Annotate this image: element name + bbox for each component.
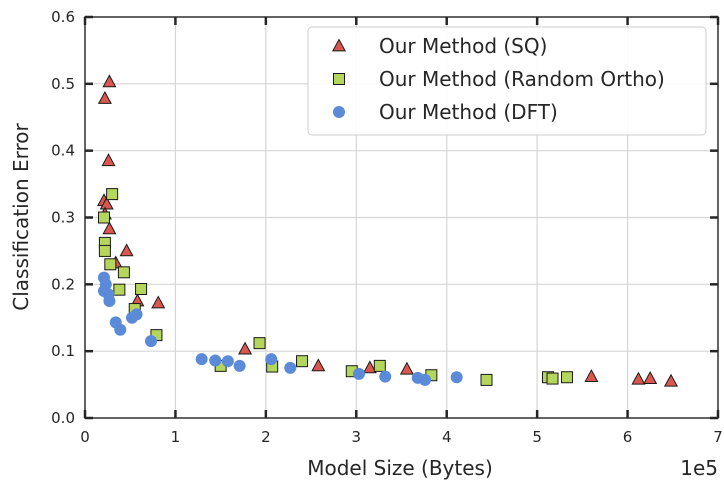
x-tick-label: 1 <box>171 428 181 446</box>
x-tick-label: 4 <box>442 428 452 446</box>
data-point <box>379 370 392 383</box>
data-point <box>145 335 158 348</box>
data-point <box>631 371 646 385</box>
series-circle <box>97 271 463 386</box>
data-point <box>102 74 117 88</box>
y-tick-label: 0.2 <box>51 275 75 293</box>
data-point <box>98 244 111 257</box>
y-tick-label: 0.0 <box>51 409 75 427</box>
data-point <box>399 361 414 375</box>
data-point <box>296 355 309 368</box>
data-point <box>151 295 166 309</box>
axis-ticks: 0 1 2 3 4 5 6 7 0.0 0.1 0.2 0.3 0.4 0.5 0.6 <box>51 8 723 446</box>
x-tick-label: 2 <box>261 428 271 446</box>
data-point <box>450 371 463 384</box>
data-point <box>119 243 134 257</box>
y-tick-label: 0.5 <box>51 75 75 93</box>
data-point <box>99 196 114 210</box>
data-point <box>97 90 112 104</box>
y-axis-label: Classification Error <box>9 123 33 311</box>
legend: Our Method (SQ) Our Method (Random Ortho)… <box>307 26 707 136</box>
legend-marker <box>331 38 347 52</box>
data-point <box>97 211 110 224</box>
legend-entry: Our Method (DFT) <box>379 100 558 124</box>
y-tick-label: 0.4 <box>51 142 75 160</box>
data-points <box>96 74 678 387</box>
data-point <box>373 359 386 372</box>
data-point <box>130 308 143 321</box>
x-axis-offset-label: 1e5 <box>680 456 718 480</box>
x-tick-label: 5 <box>532 428 542 446</box>
x-tick-label: 0 <box>80 428 90 446</box>
data-point <box>102 221 117 235</box>
x-tick-label: 6 <box>623 428 633 446</box>
data-point <box>362 360 377 374</box>
x-tick-label: 7 <box>713 428 723 446</box>
data-point <box>284 361 297 374</box>
x-axis-label: Model Size (Bytes) <box>307 456 493 480</box>
data-point <box>584 369 599 382</box>
y-tick-label: 0.1 <box>51 342 75 360</box>
data-point <box>104 258 117 271</box>
data-point <box>135 283 148 296</box>
data-point <box>233 359 246 372</box>
data-point <box>101 153 116 167</box>
data-point <box>238 341 253 355</box>
legend-entry: Our Method (SQ) <box>379 34 547 58</box>
data-point <box>643 371 658 384</box>
x-tick-label: 3 <box>352 428 362 446</box>
y-tick-label: 0.3 <box>51 209 75 227</box>
legend-box <box>307 26 707 136</box>
data-point <box>114 323 127 336</box>
series-square <box>97 188 573 386</box>
data-point <box>195 353 208 366</box>
data-point <box>106 188 119 201</box>
legend-entry: Our Method (Random Ortho) <box>379 67 665 91</box>
data-point <box>480 373 493 386</box>
legend-marker <box>333 73 345 85</box>
data-point <box>311 358 326 372</box>
legend-marker <box>333 106 345 118</box>
data-point <box>253 337 266 350</box>
data-point <box>546 372 559 385</box>
y-tick-label: 0.6 <box>51 8 75 26</box>
data-point <box>560 371 573 384</box>
data-point <box>117 266 130 279</box>
data-point <box>663 373 678 387</box>
data-point <box>265 353 278 366</box>
data-point <box>419 373 432 386</box>
data-point <box>352 367 365 380</box>
data-point <box>209 354 222 367</box>
data-point <box>221 355 234 368</box>
series-triangle <box>96 74 678 387</box>
data-point <box>113 283 126 296</box>
data-point <box>103 295 116 308</box>
